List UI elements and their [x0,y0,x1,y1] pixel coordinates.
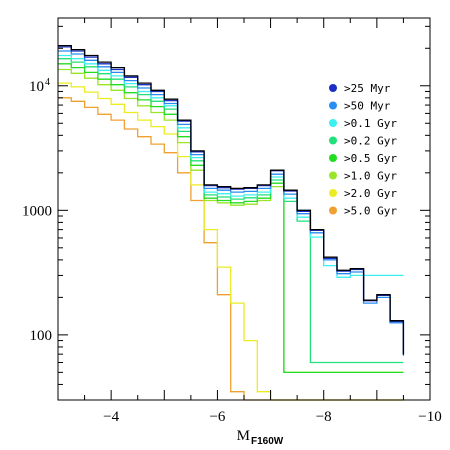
x-axis-title-subscript: F160W [251,436,284,447]
series-layer [58,44,405,401]
x-tick-label: −8 [316,409,332,425]
x-tick-label: −10 [418,409,441,425]
x-tick-label: −4 [103,409,119,425]
y-tick-label: 100 [30,328,53,344]
ticks-layer: −4 −6 −8 −10 100 1000 10 4 [22,18,442,425]
series-line-0 [58,44,405,355]
legend-marker [329,136,337,145]
y-tick-label: 10 [29,79,44,95]
legend-label: >0.1 Gyr [344,117,397,130]
series-line-3 [58,54,404,278]
series-line-2 [58,50,405,356]
legend-marker [329,84,337,92]
y-tick-label-exponent: 4 [45,77,50,88]
legend-marker [329,154,337,162]
legend-label: >2.0 Gyr [344,187,397,200]
legend-marker [329,119,337,127]
legend-label: >5.0 Gyr [344,205,397,218]
legend-label: >50 Myr [344,100,391,113]
x-axis-title: M [237,428,250,444]
x-tick-label: −6 [209,409,225,425]
legend-label: >0.5 Gyr [344,152,397,165]
legend-marker [329,171,337,180]
y-tick-label: 1000 [22,203,52,219]
legend-label: >25 Myr [344,82,391,95]
legend-label: >0.2 Gyr [344,135,397,148]
legend: >25 Myr >50 Myr >0.1 Gyr >0.2 Gyr >0.5 Gyr >1… [329,82,397,218]
legend-marker [329,206,337,215]
legend-marker [329,101,337,110]
legend-label: >1.0 Gyr [344,170,397,183]
legend-marker [329,189,337,197]
